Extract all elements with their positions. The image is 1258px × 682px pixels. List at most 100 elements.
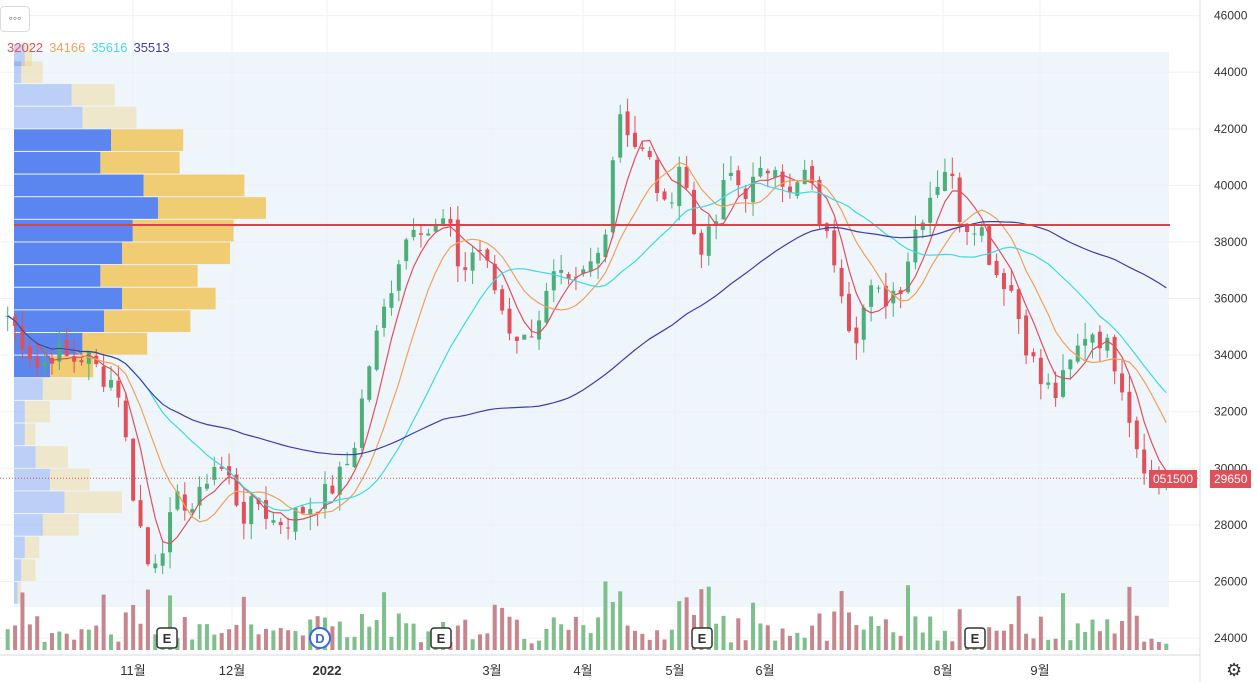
profile-down-bar: [100, 265, 198, 287]
volume-bar: [411, 623, 416, 650]
volume-bar: [1075, 623, 1080, 650]
volume-bar: [57, 631, 62, 650]
profile-down-bar: [143, 174, 245, 197]
candle-body: [101, 366, 106, 387]
candle-body: [249, 496, 254, 525]
volume-bar: [994, 630, 999, 650]
candle-body: [308, 508, 313, 514]
candle-body: [736, 170, 741, 186]
candle-body: [204, 483, 209, 489]
volume-bar: [928, 616, 933, 650]
profile-down-bar: [24, 536, 40, 559]
event-marker-label: E: [163, 631, 172, 646]
candle-body: [987, 226, 992, 265]
volume-bar: [1105, 619, 1110, 650]
candle-body: [1009, 285, 1014, 291]
profile-up-bar: [14, 197, 158, 219]
volume-bar: [876, 626, 881, 650]
volume-bar: [1060, 593, 1065, 650]
volume-bar: [647, 639, 652, 650]
candle-body: [168, 512, 173, 553]
candle-body: [728, 172, 733, 176]
candle-body: [1142, 449, 1147, 474]
volume-bar: [278, 628, 283, 650]
more-options-button[interactable]: ◦◦◦: [0, 6, 30, 32]
volume-bar: [1068, 640, 1073, 650]
candle-body: [758, 167, 763, 177]
volume-bar: [603, 581, 608, 650]
candle-body: [1112, 336, 1117, 372]
candle-body: [618, 114, 623, 158]
candle-body: [219, 466, 224, 469]
profile-up-bar: [14, 491, 65, 514]
volume-bar: [455, 625, 460, 650]
volume-bar: [1127, 586, 1132, 650]
candle-body: [448, 218, 453, 224]
volume-bar: [751, 602, 756, 650]
profile-up-bar: [14, 423, 25, 446]
legend-value-ma3: 35616: [91, 40, 128, 55]
candle-body: [699, 232, 704, 255]
volume-bar: [382, 592, 387, 650]
profile-up-bar: [14, 310, 104, 332]
volume-bar: [640, 633, 645, 650]
x-tick-label: 5월: [665, 663, 684, 678]
volume-bar: [529, 643, 534, 650]
volume-bar: [20, 592, 25, 650]
candle-body: [869, 285, 874, 307]
candle-body: [35, 356, 40, 368]
candle-body: [300, 506, 305, 514]
volume-bar: [765, 625, 770, 650]
y-tick-label: 40000: [1214, 178, 1248, 192]
candle-body: [109, 380, 114, 388]
volume-bar: [389, 636, 394, 650]
y-tick-label: 26000: [1214, 574, 1248, 588]
volume-bar: [942, 630, 947, 650]
candle-body: [1134, 420, 1139, 450]
volume-bar: [1134, 615, 1139, 650]
profile-up-bar: [14, 468, 50, 491]
profile-up-bar: [14, 514, 43, 536]
candle-body: [861, 307, 866, 340]
volume-bar: [227, 629, 232, 650]
volume-bar: [514, 619, 519, 650]
earnings-marker: [156, 627, 178, 649]
candle-body: [175, 491, 180, 510]
candle-body: [418, 233, 423, 235]
y-tick-label: 42000: [1214, 122, 1248, 136]
volume-bar: [337, 621, 342, 650]
candle-body: [42, 362, 47, 367]
volume-bar: [699, 589, 704, 650]
profile-up-bar: [14, 106, 83, 129]
volume-bar: [330, 626, 335, 650]
volume-bar: [404, 623, 409, 650]
profile-up-bar: [14, 400, 25, 423]
legend-value-ma1: 32022: [7, 40, 44, 55]
volume-bar: [1009, 624, 1014, 650]
candle-body: [950, 173, 955, 176]
candle-body: [345, 463, 350, 466]
profile-down-bar: [24, 400, 50, 423]
candle-body: [714, 221, 719, 225]
volume-bar: [1046, 639, 1051, 650]
volume-bar: [883, 619, 888, 650]
candle-body: [559, 269, 564, 273]
volume-bar: [116, 641, 121, 650]
candle-body: [1083, 339, 1088, 346]
volume-bar: [359, 614, 364, 650]
volume-bar: [677, 601, 682, 650]
candle-body: [1068, 359, 1073, 370]
candle-body: [153, 563, 158, 569]
y-tick-label: 38000: [1214, 235, 1248, 249]
volume-bar: [49, 633, 54, 650]
volume-bar: [957, 609, 962, 650]
volume-bar: [463, 619, 468, 650]
candle-body: [810, 166, 815, 184]
gear-icon[interactable]: ⚙: [1226, 660, 1243, 680]
candle-body: [1075, 345, 1080, 362]
candle-body: [588, 261, 593, 272]
candle-body: [965, 223, 970, 232]
volume-bar: [1120, 621, 1125, 650]
volume-bar: [123, 612, 128, 650]
